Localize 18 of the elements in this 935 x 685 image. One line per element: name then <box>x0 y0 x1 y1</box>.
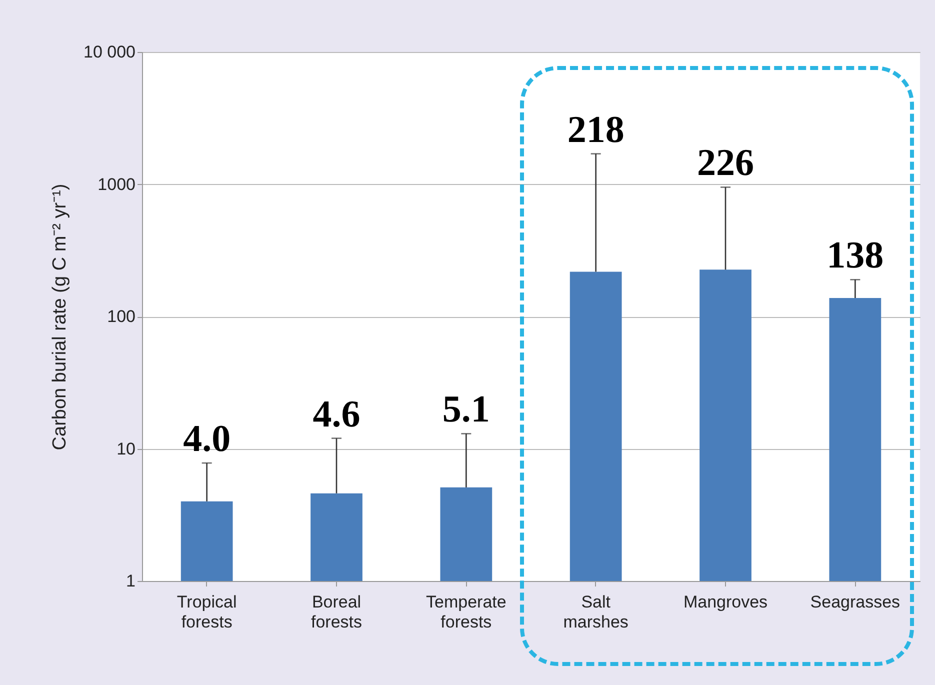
data-label: 138 <box>826 234 884 277</box>
x-tick-label: Boreal forests <box>310 592 362 632</box>
y-tick-label: 10 <box>116 439 136 458</box>
x-tick-label: Tropical forests <box>176 592 237 632</box>
x-tick-label: Temperate forests <box>426 592 506 632</box>
x-tick-label: Salt marshes <box>563 592 628 632</box>
data-label: 4.0 <box>183 418 231 460</box>
y-tick-label: 1 <box>126 572 136 590</box>
data-label: 5.1 <box>442 388 490 431</box>
data-label: 218 <box>567 108 624 151</box>
x-tick-label: Seagrasses <box>810 592 900 612</box>
x-tick-label: Mangroves <box>683 592 768 612</box>
data-label: 226 <box>697 142 754 184</box>
data-label: 4.6 <box>312 393 360 436</box>
y-axis-title: Carbon burial rate (g C m⁻² yr⁻¹) <box>50 184 71 450</box>
y-tick-label: 10 000 <box>84 42 136 62</box>
y-tick-label: 100 <box>107 307 136 326</box>
y-tick-label: 1000 <box>98 174 136 194</box>
